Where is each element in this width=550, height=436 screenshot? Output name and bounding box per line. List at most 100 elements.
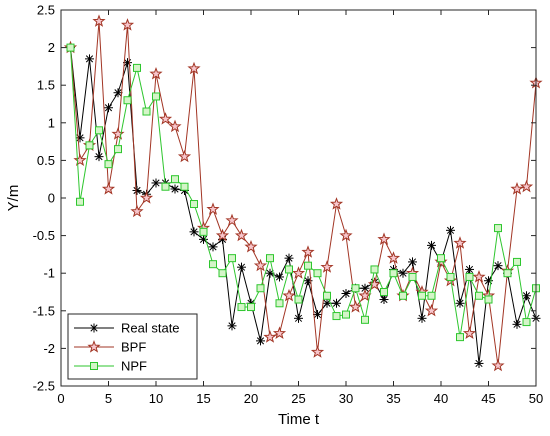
data-point — [234, 228, 249, 242]
data-point — [522, 318, 531, 327]
data-point — [367, 277, 382, 291]
data-point — [361, 315, 369, 324]
data-point — [101, 182, 116, 195]
data-point — [228, 254, 236, 263]
data-point — [522, 291, 531, 301]
y-tick-label: 0.5 — [37, 153, 55, 168]
legend-marker — [89, 323, 99, 333]
x-tick-label: 10 — [149, 391, 163, 406]
legend-marker — [87, 340, 101, 353]
data-point — [158, 112, 173, 125]
legend-item: BPF — [74, 340, 146, 355]
data-point — [227, 321, 237, 331]
data-point — [446, 272, 455, 281]
data-point — [339, 228, 353, 242]
data-point — [215, 228, 230, 242]
data-point — [291, 266, 306, 279]
data-point — [408, 272, 417, 281]
data-point — [389, 269, 398, 278]
data-point — [475, 291, 483, 300]
x-tick-label: 30 — [339, 391, 353, 406]
data-point — [465, 272, 474, 281]
y-tick-label: -2.5 — [33, 379, 55, 394]
data-point — [120, 18, 135, 31]
data-point — [320, 260, 334, 273]
data-point — [111, 127, 125, 140]
data-point — [453, 236, 467, 249]
y-tick-label: 0 — [48, 191, 55, 206]
data-point — [472, 270, 486, 283]
data-point — [253, 258, 268, 272]
data-point — [209, 260, 217, 269]
y-tick-label: 1.5 — [37, 78, 55, 93]
data-point — [152, 92, 160, 101]
series-npf — [66, 43, 540, 342]
data-point — [379, 295, 389, 305]
data-point — [73, 153, 87, 167]
data-point — [132, 185, 142, 195]
data-point — [358, 288, 372, 302]
data-point — [171, 175, 179, 184]
data-point — [417, 313, 427, 323]
data-point — [199, 234, 208, 244]
data-point — [92, 14, 106, 27]
data-point — [519, 179, 534, 193]
data-point — [398, 268, 408, 278]
data-point — [94, 152, 104, 162]
data-point — [275, 272, 284, 282]
data-point — [377, 232, 391, 245]
data-point — [313, 310, 322, 320]
x-tick-label: 45 — [481, 391, 495, 406]
data-point — [310, 345, 325, 358]
x-axis-title: Time t — [278, 411, 320, 428]
legend: Real state BPF NPF — [67, 313, 198, 380]
series-real-state — [66, 43, 541, 368]
data-point — [208, 242, 218, 252]
series-line — [70, 21, 537, 366]
data-point — [151, 178, 161, 188]
data-point — [218, 269, 227, 278]
y-tick-label: -2 — [43, 341, 55, 356]
x-tick-label: 20 — [244, 391, 258, 406]
data-point — [85, 54, 94, 64]
data-point — [323, 291, 331, 300]
data-point — [168, 119, 182, 133]
data-point — [199, 227, 208, 236]
data-point — [424, 303, 439, 317]
data-point — [484, 295, 493, 304]
data-point — [285, 265, 293, 274]
data-point — [161, 182, 170, 191]
data-point — [437, 254, 445, 263]
data-point — [247, 303, 255, 312]
data-point — [510, 182, 524, 195]
data-point — [380, 288, 388, 296]
data-point — [113, 88, 123, 98]
data-point — [133, 63, 141, 72]
data-point — [348, 300, 363, 313]
data-point — [206, 202, 220, 215]
data-point — [512, 319, 522, 329]
data-point — [95, 126, 103, 135]
data-point — [332, 298, 341, 308]
data-point — [177, 149, 192, 163]
x-tick-label: 15 — [196, 391, 210, 406]
data-point — [190, 200, 198, 209]
x-tick-label: 0 — [57, 391, 64, 406]
data-point — [408, 257, 417, 267]
data-point — [266, 254, 274, 263]
data-point — [149, 66, 163, 80]
data-point — [85, 141, 94, 150]
data-point — [114, 145, 122, 154]
data-point — [256, 336, 265, 346]
data-point — [351, 284, 360, 293]
data-point — [225, 213, 239, 227]
y-tick-label: -0.5 — [33, 228, 55, 243]
x-tick-label: 5 — [105, 391, 112, 406]
data-point — [275, 299, 284, 308]
legend-label: NPF — [121, 359, 147, 374]
data-point — [465, 264, 474, 274]
legend-marker — [90, 362, 98, 370]
y-tick-label: 2.5 — [37, 3, 55, 18]
data-point — [139, 191, 154, 204]
data-point — [282, 288, 296, 302]
